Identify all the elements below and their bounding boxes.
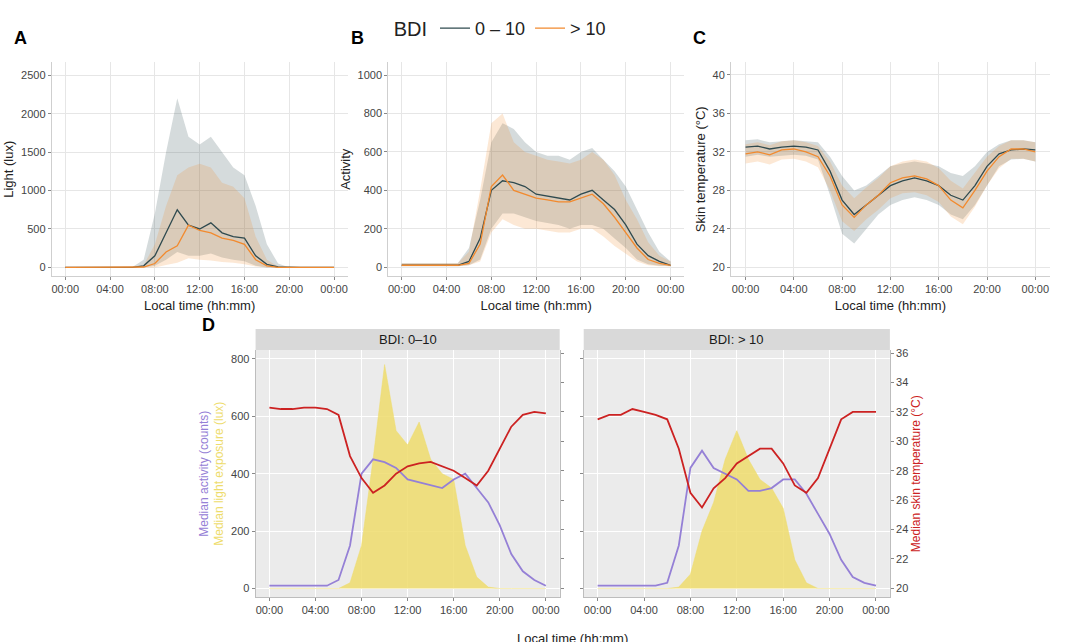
svg-text:08:00: 08:00	[141, 283, 169, 295]
svg-text:12:00: 12:00	[186, 283, 214, 295]
svg-text:04:00: 04:00	[302, 604, 330, 616]
svg-text:20: 20	[713, 261, 725, 273]
svg-text:Local time (hh:mm): Local time (hh:mm)	[517, 631, 628, 642]
svg-text:0: 0	[376, 261, 382, 273]
svg-text:08:00: 08:00	[828, 283, 856, 295]
svg-text:40: 40	[713, 69, 725, 81]
svg-text:600: 600	[364, 146, 382, 158]
svg-text:26: 26	[896, 494, 908, 506]
svg-text:600: 600	[231, 410, 249, 422]
svg-text:22: 22	[896, 553, 908, 565]
svg-text:> 10: > 10	[570, 19, 606, 39]
svg-text:500: 500	[27, 223, 45, 235]
svg-text:20:00: 20:00	[612, 283, 640, 295]
svg-text:200: 200	[364, 223, 382, 235]
svg-text:Median activity (counts)Median: Median activity (counts)Median light exp…	[197, 402, 227, 546]
svg-text:800: 800	[231, 353, 249, 365]
svg-text:400: 400	[231, 468, 249, 480]
svg-text:20: 20	[896, 582, 908, 594]
svg-text:34: 34	[896, 376, 908, 388]
svg-text:20:00: 20:00	[973, 283, 1001, 295]
svg-text:2500: 2500	[21, 69, 45, 81]
svg-text:28: 28	[896, 465, 908, 477]
svg-text:20:00: 20:00	[816, 604, 844, 616]
svg-text:00:00: 00:00	[862, 604, 890, 616]
svg-text:1500: 1500	[21, 146, 45, 158]
svg-text:1000: 1000	[21, 184, 45, 196]
svg-text:800: 800	[364, 107, 382, 119]
svg-text:BDI: > 10: BDI: > 10	[709, 332, 764, 347]
svg-text:16:00: 16:00	[769, 604, 797, 616]
svg-text:08:00: 08:00	[677, 604, 705, 616]
svg-text:Light (lux): Light (lux)	[1, 141, 16, 198]
svg-text:12:00: 12:00	[522, 283, 550, 295]
svg-text:Local time (hh:mm): Local time (hh:mm)	[835, 298, 946, 313]
svg-text:36: 36	[713, 107, 725, 119]
svg-text:24: 24	[713, 223, 725, 235]
svg-text:BDI: BDI	[394, 18, 427, 40]
svg-text:0: 0	[243, 582, 249, 594]
svg-text:08:00: 08:00	[478, 283, 506, 295]
svg-text:16:00: 16:00	[231, 283, 259, 295]
svg-text:C: C	[693, 28, 706, 48]
svg-text:Local time (hh:mm): Local time (hh:mm)	[481, 298, 592, 313]
svg-text:1000: 1000	[358, 69, 382, 81]
svg-text:36: 36	[896, 347, 908, 359]
svg-text:20:00: 20:00	[486, 604, 514, 616]
svg-text:16:00: 16:00	[440, 604, 468, 616]
svg-text:30: 30	[896, 435, 908, 447]
svg-text:32: 32	[896, 406, 908, 418]
svg-text:Local time (hh:mm): Local time (hh:mm)	[144, 298, 255, 313]
svg-text:0 – 10: 0 – 10	[475, 19, 525, 39]
svg-text:BDI: 0–10: BDI: 0–10	[379, 332, 437, 347]
svg-text:20:00: 20:00	[276, 283, 304, 295]
svg-text:08:00: 08:00	[348, 604, 376, 616]
svg-text:00:00: 00:00	[320, 283, 348, 295]
svg-text:00:00: 00:00	[51, 283, 79, 295]
svg-text:200: 200	[231, 525, 249, 537]
svg-text:32: 32	[713, 146, 725, 158]
svg-text:0: 0	[39, 261, 45, 273]
svg-text:00:00: 00:00	[1022, 283, 1050, 295]
svg-text:00:00: 00:00	[657, 283, 685, 295]
svg-text:16:00: 16:00	[925, 283, 953, 295]
svg-text:12:00: 12:00	[877, 283, 905, 295]
svg-text:04:00: 04:00	[780, 283, 808, 295]
svg-text:D: D	[202, 315, 215, 335]
svg-text:Activity: Activity	[338, 148, 353, 190]
svg-text:B: B	[351, 28, 364, 48]
svg-text:2000: 2000	[21, 108, 45, 120]
svg-text:00:00: 00:00	[388, 283, 416, 295]
svg-text:04:00: 04:00	[96, 283, 124, 295]
svg-text:28: 28	[713, 184, 725, 196]
svg-text:400: 400	[364, 184, 382, 196]
svg-text:00:00: 00:00	[532, 604, 560, 616]
svg-text:04:00: 04:00	[433, 283, 461, 295]
svg-text:12:00: 12:00	[723, 604, 751, 616]
svg-text:16:00: 16:00	[567, 283, 595, 295]
svg-text:12:00: 12:00	[394, 604, 422, 616]
svg-text:00:00: 00:00	[584, 604, 612, 616]
svg-text:Skin temperature (°C): Skin temperature (°C)	[693, 106, 708, 232]
svg-text:Median skin temperature (°C): Median skin temperature (°C)	[909, 395, 923, 552]
svg-text:04:00: 04:00	[630, 604, 658, 616]
svg-text:00:00: 00:00	[256, 604, 284, 616]
svg-text:24: 24	[896, 523, 908, 535]
svg-text:A: A	[14, 28, 27, 48]
svg-text:00:00: 00:00	[732, 283, 760, 295]
